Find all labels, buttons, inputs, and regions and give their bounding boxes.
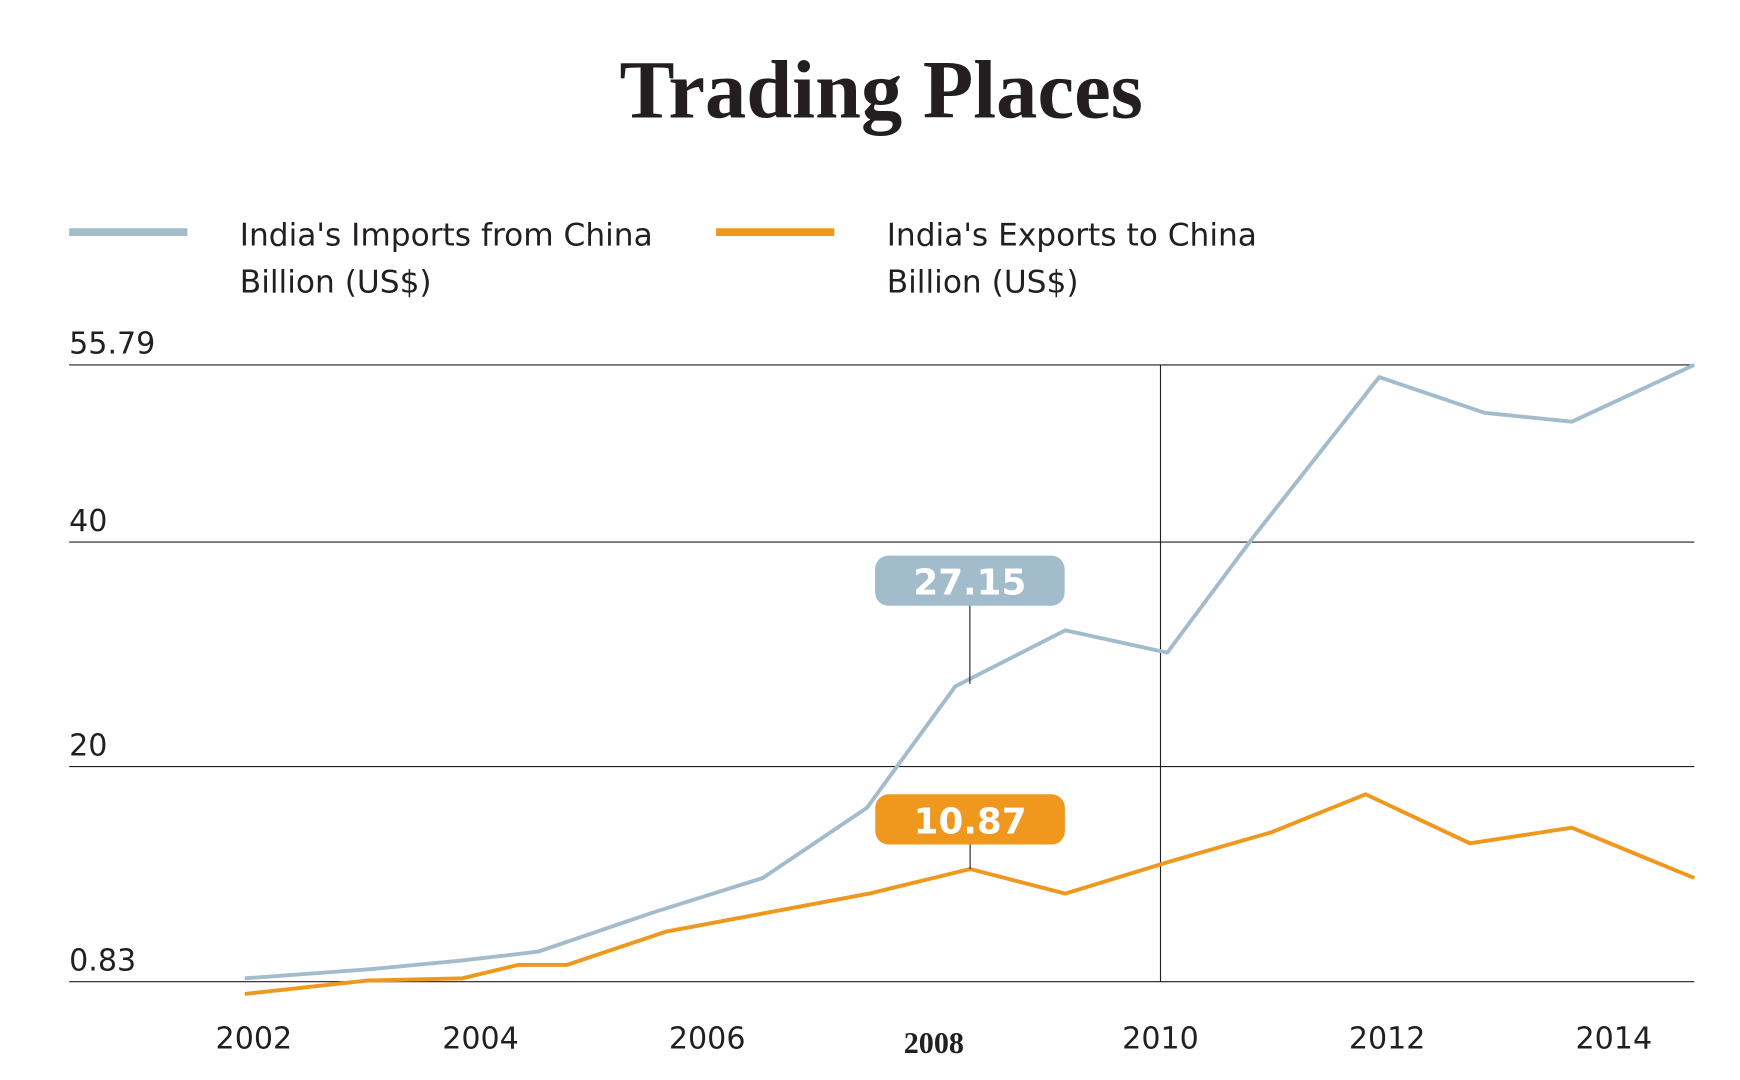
x-tick-label: 2006 xyxy=(669,1022,746,1057)
y-tick-label: 20 xyxy=(69,728,107,763)
data-label: 10.87 xyxy=(914,801,1027,842)
series-line xyxy=(244,363,1696,981)
legend-unit: Billion (US$) xyxy=(887,264,1079,300)
series-line xyxy=(244,792,1696,996)
y-tick-label: 55.79 xyxy=(69,327,155,362)
legend-label: India's Imports from China xyxy=(240,218,653,254)
x-tick-label: 2014 xyxy=(1575,1022,1652,1057)
legend-label: India's Exports to China xyxy=(887,218,1257,254)
data-label: 27.15 xyxy=(913,563,1026,604)
x-tick-label: 2004 xyxy=(442,1022,519,1057)
x-tick-label: 2010 xyxy=(1122,1022,1199,1057)
x-tick-label: 2012 xyxy=(1349,1022,1426,1057)
legend-unit: Billion (US$) xyxy=(240,264,432,300)
y-tick-label: 40 xyxy=(69,504,107,539)
y-tick-label: 0.83 xyxy=(69,944,136,979)
x-tick-label: 2008 xyxy=(904,1026,964,1060)
chart-title: Trading Places xyxy=(619,43,1142,135)
callout-box xyxy=(875,555,1065,606)
callout-box xyxy=(875,794,1065,845)
x-tick-label: 2002 xyxy=(216,1022,293,1057)
